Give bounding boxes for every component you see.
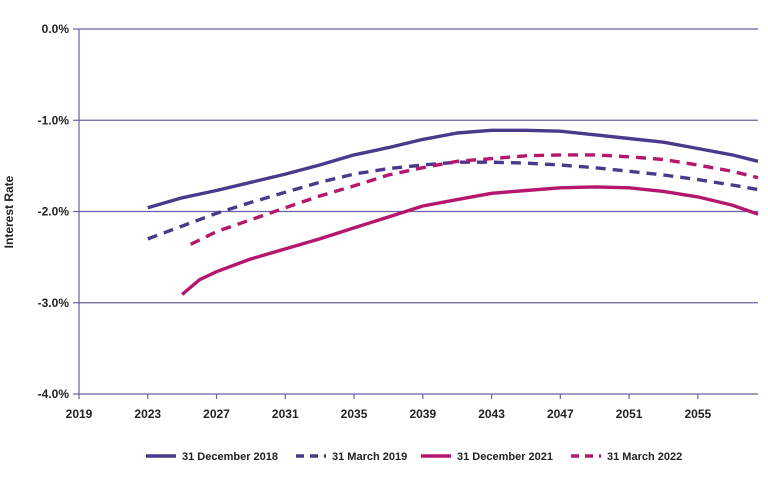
x-tick-label: 2031 xyxy=(272,407,299,421)
y-tick-label: -2.0% xyxy=(38,205,70,219)
x-tick-label: 2051 xyxy=(616,407,643,421)
grid-lines xyxy=(79,28,758,395)
x-axis-ticks: 2019 2023 2027 2031 2035 2039 2043 2047 2051 2055 xyxy=(66,394,712,421)
legend-label: 31 March 2022 xyxy=(607,451,682,463)
y-tick-label: -3.0% xyxy=(38,296,70,310)
y-axis-label: Interest Rate xyxy=(2,175,16,248)
series-line-1 xyxy=(147,128,759,210)
x-tick-label: 2039 xyxy=(409,407,436,421)
x-tick-label: 2023 xyxy=(134,407,161,421)
x-tick-label: 2055 xyxy=(684,407,711,421)
y-tick-label: -4.0% xyxy=(38,387,70,401)
x-tick-label: 2043 xyxy=(478,407,505,421)
x-tick-label: 2027 xyxy=(203,407,230,421)
legend-label: 31 March 2019 xyxy=(332,451,407,463)
x-tick-label: 2047 xyxy=(547,407,574,421)
series-line-3 xyxy=(180,185,759,296)
series-lines xyxy=(147,128,759,296)
y-axis-ticks: 0.0% -1.0% -2.0% -3.0% -4.0% xyxy=(38,22,79,401)
y-tick-label: 0.0% xyxy=(42,22,70,36)
y-tick-label: -1.0% xyxy=(38,113,70,127)
series-line-4 xyxy=(189,153,759,246)
legend-label: 31 December 2018 xyxy=(182,451,278,463)
legend: 31 December 2018 31 March 2019 31 December… xyxy=(146,451,682,463)
legend-label: 31 December 2021 xyxy=(457,451,553,463)
series-line-2 xyxy=(147,160,759,241)
x-tick-label: 2019 xyxy=(66,407,93,421)
x-tick-label: 2035 xyxy=(341,407,368,421)
